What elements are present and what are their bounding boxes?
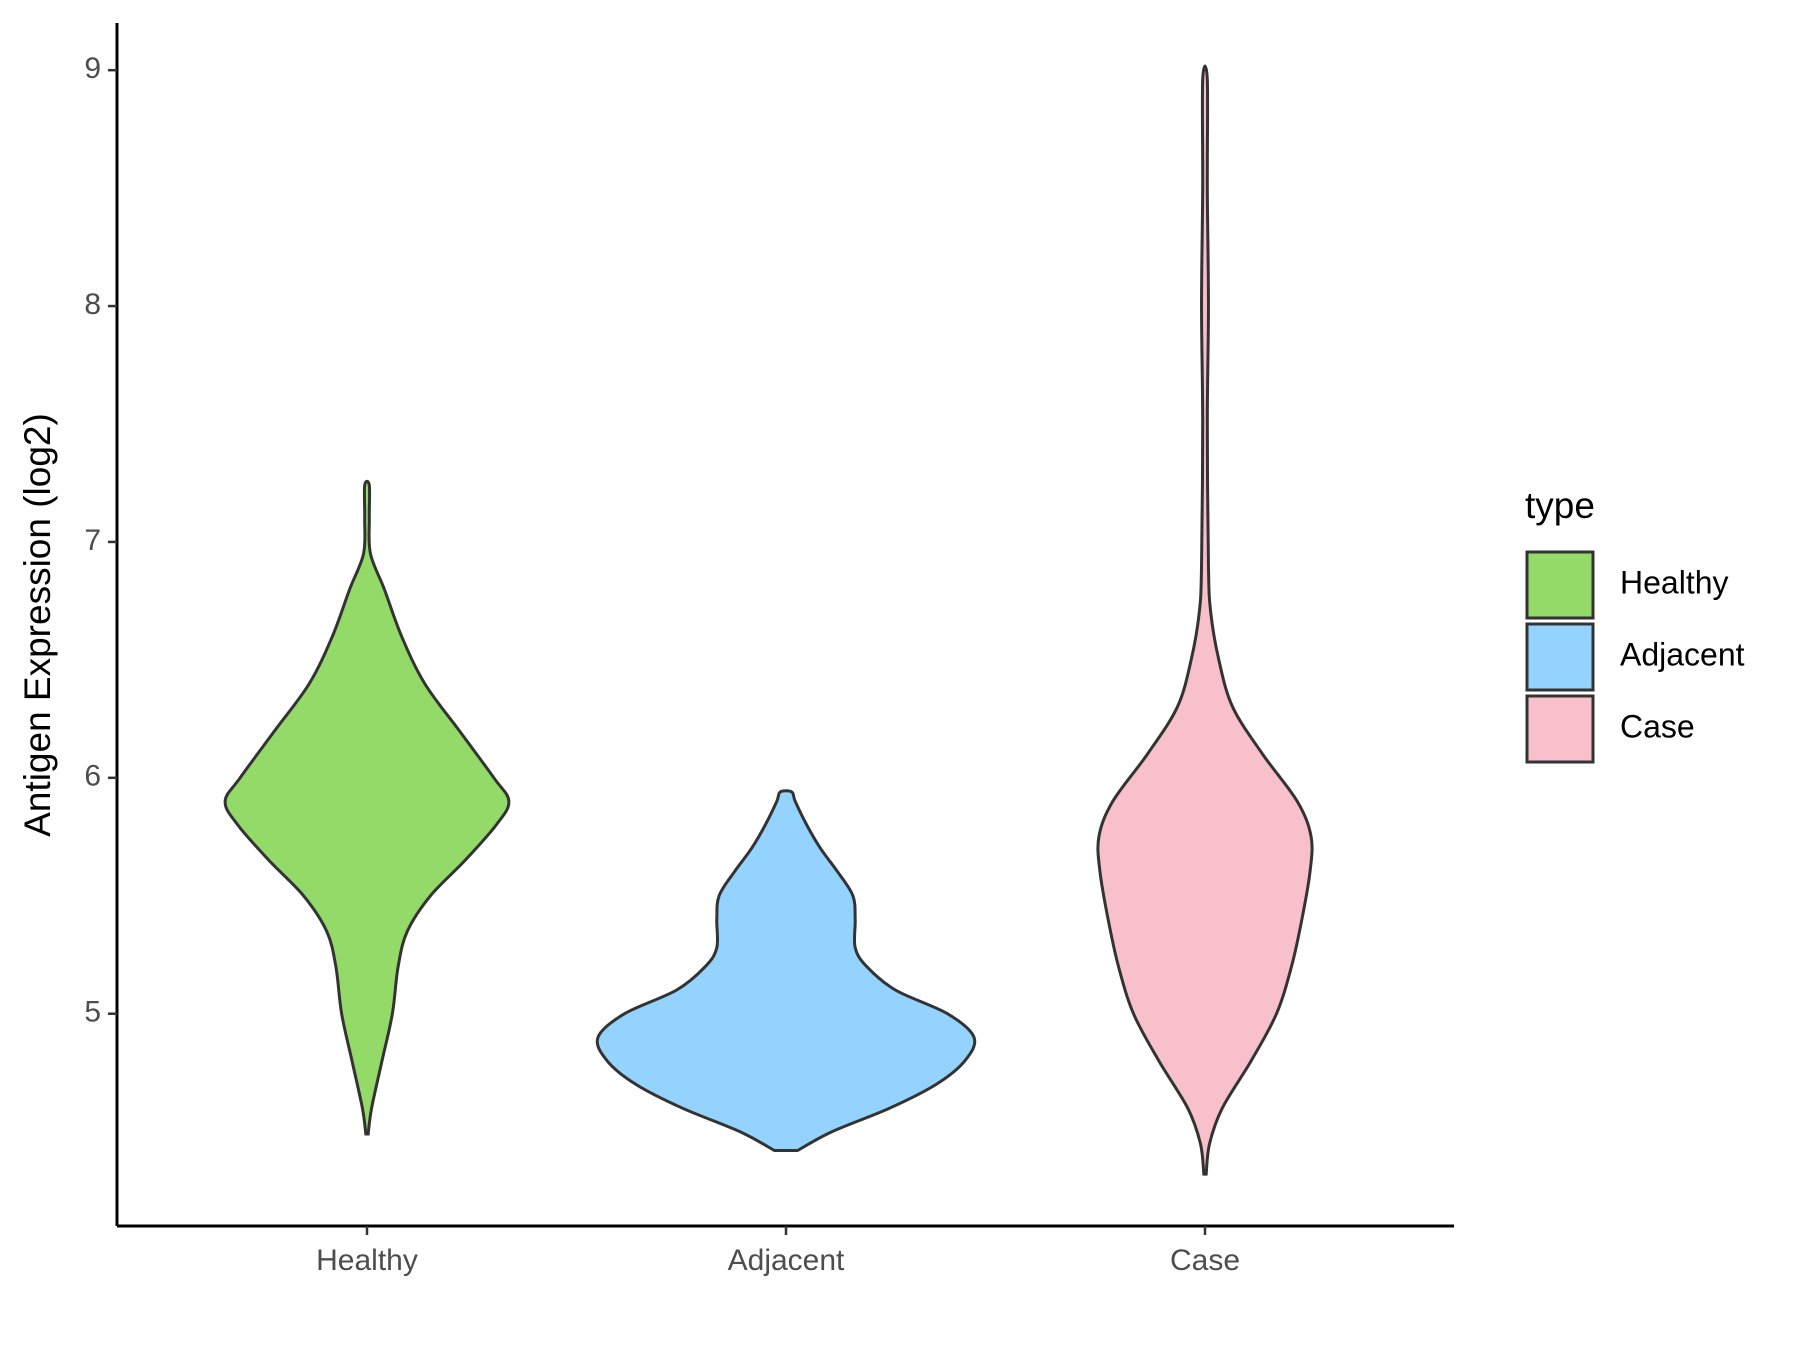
y-tick-label: 5 bbox=[84, 996, 101, 1029]
legend-title: type bbox=[1525, 485, 1595, 526]
violin bbox=[595, 789, 977, 1153]
legend-key bbox=[1525, 550, 1595, 620]
legend-key bbox=[1525, 622, 1595, 692]
legend-label: Healthy bbox=[1620, 564, 1729, 600]
legend-label: Adjacent bbox=[1620, 636, 1745, 672]
x-tick-label: Healthy bbox=[316, 1244, 418, 1277]
x-tick-label: Adjacent bbox=[728, 1244, 845, 1277]
y-tick-label: 8 bbox=[84, 288, 101, 321]
x-tick-label: Case bbox=[1170, 1244, 1240, 1277]
y-axis-title: Antigen Expression (log2) bbox=[17, 413, 58, 837]
violin bbox=[1096, 64, 1314, 1176]
violin bbox=[223, 479, 511, 1136]
legend-label: Case bbox=[1620, 708, 1695, 744]
y-tick-label: 9 bbox=[84, 52, 101, 85]
y-tick-label: 7 bbox=[84, 524, 101, 557]
legend-key bbox=[1525, 694, 1595, 764]
y-tick-label: 6 bbox=[84, 760, 101, 793]
